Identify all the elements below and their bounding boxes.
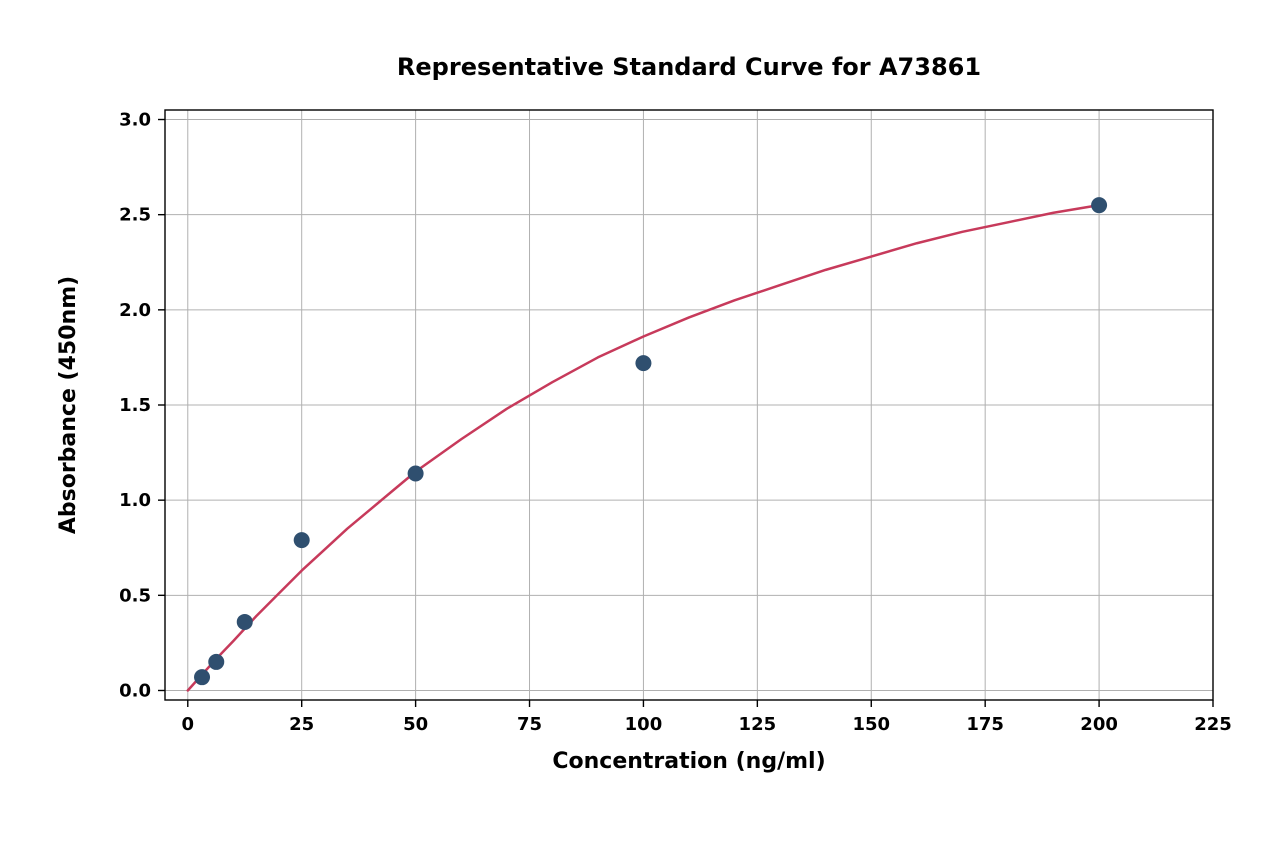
xtick-label: 225 (1194, 714, 1232, 735)
xtick-label: 0 (182, 714, 195, 735)
chart-container: 0 25 50 75 100 125 150 175 200 225 0.0 0.5 1.0 1.5 2.0… (0, 0, 1280, 845)
standard-curve-chart: 0 25 50 75 100 125 150 175 200 225 0.0 0.5 1.0 1.5 2.0… (0, 0, 1280, 845)
ytick-label: 0.5 (119, 585, 151, 606)
ytick-label: 2.5 (119, 205, 151, 226)
xtick-label: 25 (289, 714, 314, 735)
xtick-label: 200 (1080, 714, 1118, 735)
xtick-label: 50 (403, 714, 428, 735)
data-point (635, 355, 651, 371)
xtick-label: 125 (739, 714, 777, 735)
x-axis-label: Concentration (ng/ml) (552, 749, 825, 774)
data-point (237, 614, 253, 630)
data-point (194, 669, 210, 685)
ytick-label: 1.5 (119, 395, 151, 416)
data-point (294, 532, 310, 548)
y-axis-label: Absorbance (450nm) (56, 276, 81, 534)
data-point (408, 466, 424, 482)
data-point (208, 654, 224, 670)
ytick-label: 1.0 (119, 490, 151, 511)
xtick-label: 150 (852, 714, 890, 735)
xtick-label: 100 (625, 714, 663, 735)
chart-title: Representative Standard Curve for A73861 (397, 53, 981, 81)
ytick-label: 0.0 (119, 680, 151, 701)
xtick-label: 175 (966, 714, 1004, 735)
ytick-label: 3.0 (119, 110, 151, 131)
ytick-label: 2.0 (119, 300, 151, 321)
data-point (1091, 197, 1107, 213)
xtick-label: 75 (517, 714, 542, 735)
